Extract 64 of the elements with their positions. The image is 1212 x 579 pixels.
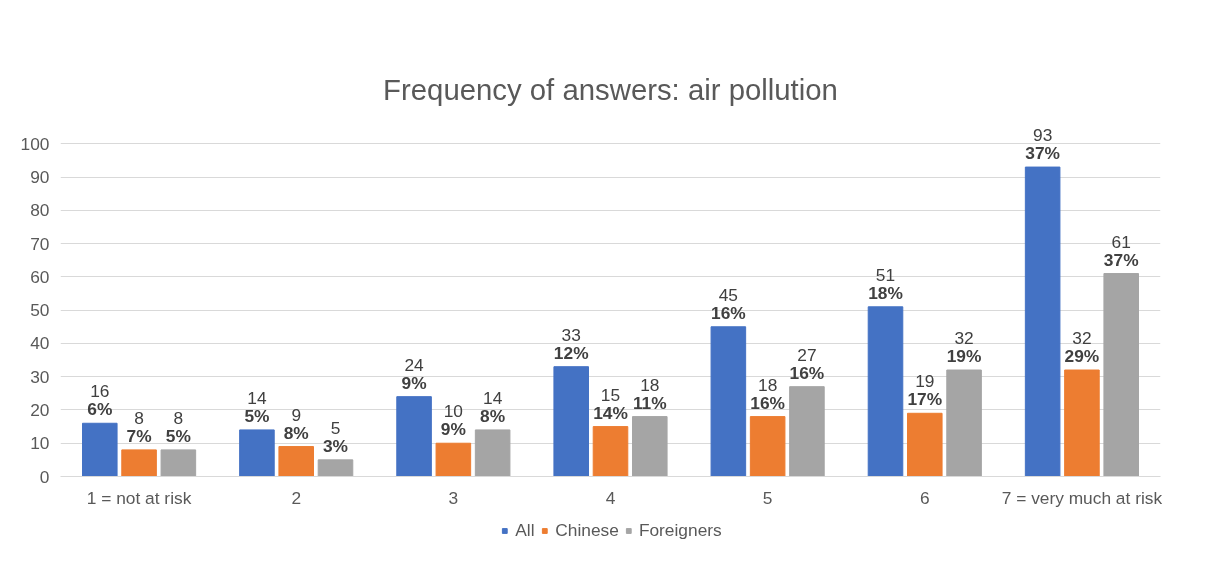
- data-label: 93 37%: [1025, 125, 1060, 164]
- bar: [710, 326, 747, 477]
- x-tick-label: 2: [291, 487, 302, 508]
- y-tick-label: 20: [30, 399, 50, 420]
- legend-label: Chinese: [555, 519, 619, 541]
- bar: [82, 422, 118, 477]
- data-label: 32 19%: [946, 328, 982, 367]
- x-tick-label: 6: [919, 487, 930, 508]
- bar: [1103, 273, 1139, 477]
- data-label: 10 9%: [440, 401, 466, 440]
- x-tick-label: 4: [605, 487, 616, 508]
- data-label: 14 8%: [480, 387, 506, 426]
- y-tick-label: 40: [30, 333, 50, 354]
- y-tick-label: 60: [30, 266, 50, 287]
- data-label: 5 3%: [322, 417, 349, 456]
- bar: [632, 416, 668, 477]
- bar: [1024, 166, 1061, 477]
- bar: [867, 306, 904, 477]
- bar: [1064, 369, 1100, 477]
- y-tick-label: 100: [20, 133, 50, 154]
- bar: [592, 426, 629, 477]
- legend-label: All: [515, 519, 536, 541]
- y-tick-label: 0: [39, 466, 50, 487]
- y-tick-label: 70: [30, 233, 50, 254]
- y-tick-label: 50: [30, 300, 50, 321]
- bar: [749, 416, 786, 477]
- data-label: 14 5%: [244, 387, 270, 426]
- y-tick-label: 90: [30, 167, 50, 188]
- data-label: 61 37%: [1103, 231, 1139, 270]
- y-tick-label: 30: [30, 366, 50, 387]
- bar: [553, 366, 589, 477]
- bar: [239, 429, 275, 477]
- data-label: 32 29%: [1064, 328, 1100, 367]
- data-label: 18 11%: [632, 374, 667, 413]
- data-label: 8 5%: [165, 407, 191, 446]
- bar: [317, 459, 354, 477]
- data-label: 18 16%: [750, 374, 785, 413]
- bar: [907, 412, 943, 477]
- data-label: 51 18%: [868, 264, 903, 303]
- bar: [278, 446, 314, 477]
- data-label: 15 14%: [593, 384, 628, 423]
- data-label: 27 16%: [789, 344, 825, 383]
- y-tick-label: 10: [30, 433, 50, 454]
- data-label: 8 7%: [126, 407, 152, 446]
- data-label: 9 8%: [283, 404, 309, 443]
- legend-label: Foreigners: [638, 519, 722, 541]
- bar: [474, 429, 511, 477]
- data-label: 24 9%: [401, 354, 427, 393]
- x-tick-label: 7 = very much at risk: [1001, 487, 1163, 508]
- data-label: 19 17%: [907, 371, 943, 410]
- data-label: 16 6%: [87, 381, 113, 420]
- y-tick-label: 80: [30, 200, 50, 221]
- data-label: 45 16%: [711, 284, 746, 323]
- bar: [396, 396, 432, 477]
- x-tick-label: 1 = not at risk: [86, 487, 192, 508]
- bar: [435, 442, 472, 477]
- data-label: 33 12%: [553, 324, 589, 363]
- chart-title: Frequency of answers: air pollution: [383, 72, 838, 106]
- x-tick-label: 5: [762, 487, 773, 508]
- bar: [121, 449, 157, 477]
- x-tick-label: 3: [448, 487, 459, 508]
- bar: [789, 386, 825, 477]
- bar: [160, 449, 197, 477]
- bar: [946, 369, 982, 477]
